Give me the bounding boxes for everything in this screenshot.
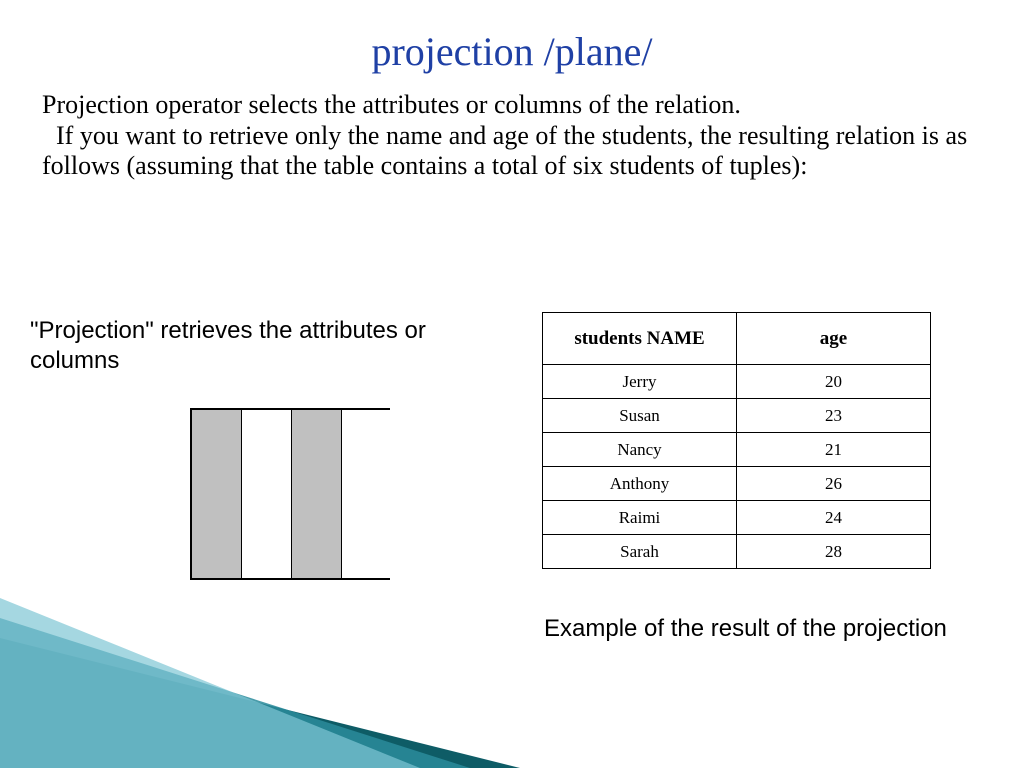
slide: projection /plane/ Projection operator s… [0,0,1024,768]
cell-age: 28 [737,535,931,569]
diagram-col-selected [192,410,242,578]
cell-name: Sarah [543,535,737,569]
body-line-2: If you want to retrieve only the name an… [42,121,972,182]
diagram-col-selected [292,410,342,578]
slide-title: projection /plane/ [0,28,1024,75]
col-header-name: students NAME [543,313,737,365]
table-row: Nancy 21 [543,433,931,467]
cell-age: 23 [737,399,931,433]
table-caption: Example of the result of the projection [544,615,947,643]
cell-name: Raimi [543,501,737,535]
diagram-col-unselected [242,410,292,578]
students-table: students NAME age Jerry 20 Susan 23 Nanc… [542,312,931,569]
decorative-wedge [0,598,520,768]
table-row: Anthony 26 [543,467,931,501]
body-line-1: Projection operator selects the attribut… [42,90,972,121]
cell-age: 20 [737,365,931,399]
body-text: Projection operator selects the attribut… [42,90,972,182]
cell-name: Jerry [543,365,737,399]
col-header-age: age [737,313,931,365]
cell-age: 26 [737,467,931,501]
table-row: Jerry 20 [543,365,931,399]
table-row: Raimi 24 [543,501,931,535]
table-row: Susan 23 [543,399,931,433]
diagram-col-unselected [342,410,392,578]
projection-caption: "Projection" retrieves the attributes or… [30,316,470,376]
cell-age: 24 [737,501,931,535]
cell-name: Susan [543,399,737,433]
cell-age: 21 [737,433,931,467]
cell-name: Nancy [543,433,737,467]
cell-name: Anthony [543,467,737,501]
table-row: Sarah 28 [543,535,931,569]
projection-result-table: students NAME age Jerry 20 Susan 23 Nanc… [542,312,931,569]
table-header-row: students NAME age [543,313,931,365]
projection-columns-diagram [190,408,390,580]
